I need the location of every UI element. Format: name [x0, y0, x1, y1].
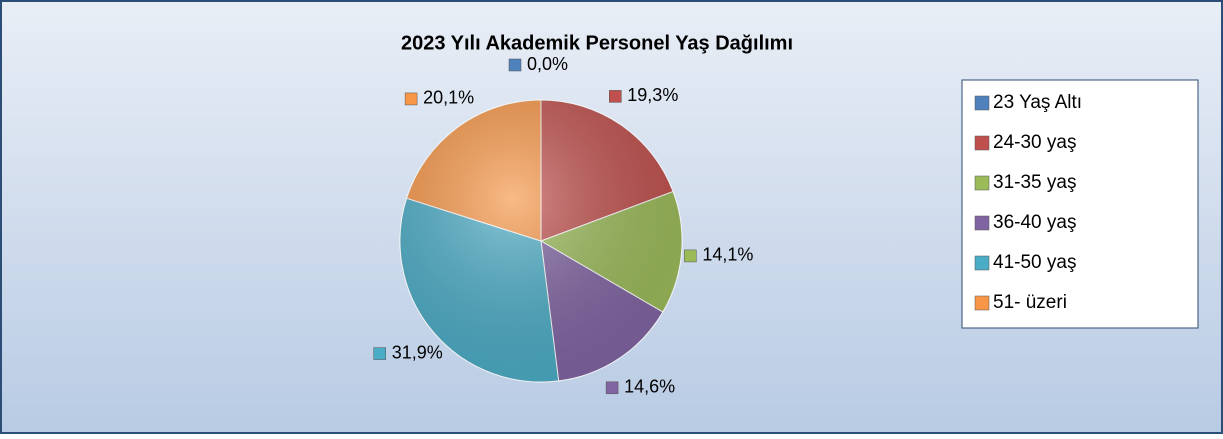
legend-label: 36-40 yaş	[993, 212, 1076, 233]
legend-marker	[974, 255, 990, 271]
legend-marker	[974, 135, 990, 151]
legend-marker	[974, 95, 990, 111]
data-label: 0,0%	[527, 54, 568, 74]
legend-marker	[974, 215, 990, 231]
data-label: 31,9%	[392, 342, 443, 362]
legend-label: 23 Yaş Altı	[993, 92, 1082, 113]
chart-title: 2023 Yılı Akademik Personel Yaş Dağılımı	[401, 32, 793, 54]
label-marker	[605, 381, 619, 395]
data-label: 20,1%	[423, 88, 474, 108]
data-label: 14,1%	[702, 245, 753, 265]
label-marker	[373, 347, 386, 360]
legend-marker	[974, 175, 990, 191]
legend-label: 41-50 yaş	[993, 252, 1076, 273]
pie	[399, 99, 683, 383]
legend-marker	[974, 295, 990, 311]
legend-box	[961, 79, 1199, 329]
legend-label: 51- üzeri	[993, 292, 1067, 313]
legend-label: 31-35 yaş	[993, 172, 1076, 193]
label-marker	[609, 90, 622, 103]
data-label: 14,6%	[624, 377, 675, 397]
data-label: 19,3%	[627, 85, 678, 105]
legend-label: 24-30 yaş	[993, 132, 1076, 153]
label-marker	[508, 58, 522, 72]
label-marker	[684, 249, 697, 263]
label-marker	[404, 92, 418, 106]
